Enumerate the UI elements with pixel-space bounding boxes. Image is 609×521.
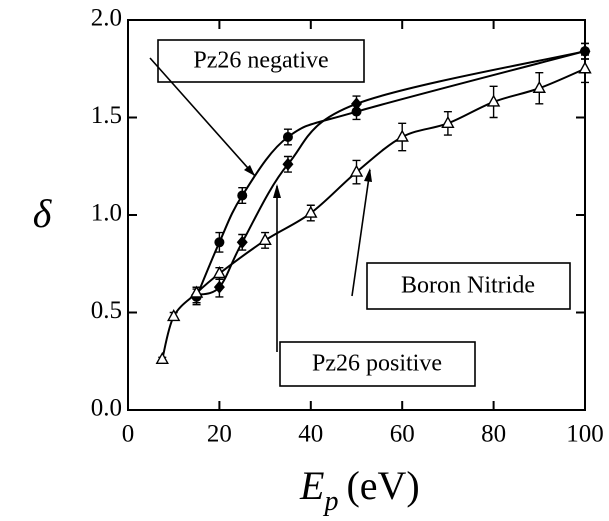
marker <box>167 308 181 322</box>
fit-curve <box>161 67 586 360</box>
arrowhead <box>364 168 372 182</box>
marker <box>237 190 248 201</box>
x-label-subscript: p <box>322 486 338 517</box>
annotation-text: Pz26 negative <box>193 48 328 74</box>
marker <box>282 132 293 142</box>
x-tick-label: 0 <box>122 421 135 448</box>
x-label-symbol: E <box>299 463 324 508</box>
fit-curve <box>196 50 586 296</box>
marker <box>486 94 501 107</box>
x-tick-label: 80 <box>481 421 506 448</box>
marker <box>214 237 225 248</box>
plot-area: 0 20 40 60 80 100 0.0 0.5 1.0 1.5 2.0 <box>91 5 604 448</box>
x-tick-label: 20 <box>207 421 232 448</box>
arrowhead <box>273 184 281 198</box>
y-tick-label: 1.0 <box>91 200 122 227</box>
annotation-text: Pz26 positive <box>312 351 442 377</box>
y-axis-label: δ <box>33 191 53 236</box>
marker <box>395 129 409 142</box>
marker <box>441 115 455 129</box>
marker <box>349 164 364 177</box>
y-tick-label: 0.0 <box>91 395 122 422</box>
marker <box>212 266 227 279</box>
y-tick-label: 0.5 <box>91 297 122 324</box>
annotation <box>149 39 571 387</box>
marker <box>236 235 248 249</box>
annotation-arrow <box>351 169 371 297</box>
marker <box>304 205 318 218</box>
marker <box>155 351 169 364</box>
arrowhead <box>244 165 255 176</box>
annotation-text: Boron Nitride <box>401 273 535 299</box>
annotation-arrow <box>149 57 256 177</box>
marker <box>532 80 546 93</box>
marker <box>213 280 225 294</box>
annotation-box <box>157 39 365 83</box>
y-tick-label: 2.0 <box>91 5 122 32</box>
marker <box>578 61 592 74</box>
arrowheads <box>244 165 372 198</box>
x-axis-label: Ep (eV) <box>299 463 420 517</box>
annotation-box <box>279 341 476 387</box>
marker <box>351 97 362 111</box>
x-tick-label: 100 <box>566 421 604 448</box>
marker <box>189 285 204 298</box>
fit-curve <box>195 50 586 298</box>
x-tick-label: 40 <box>298 421 323 448</box>
annotation-box <box>366 262 571 310</box>
y-tick-label: 1.5 <box>91 102 122 129</box>
x-label-unit: (eV) <box>346 463 419 508</box>
x-tick-label: 60 <box>390 421 415 448</box>
marker <box>282 157 294 171</box>
marker <box>258 232 272 246</box>
